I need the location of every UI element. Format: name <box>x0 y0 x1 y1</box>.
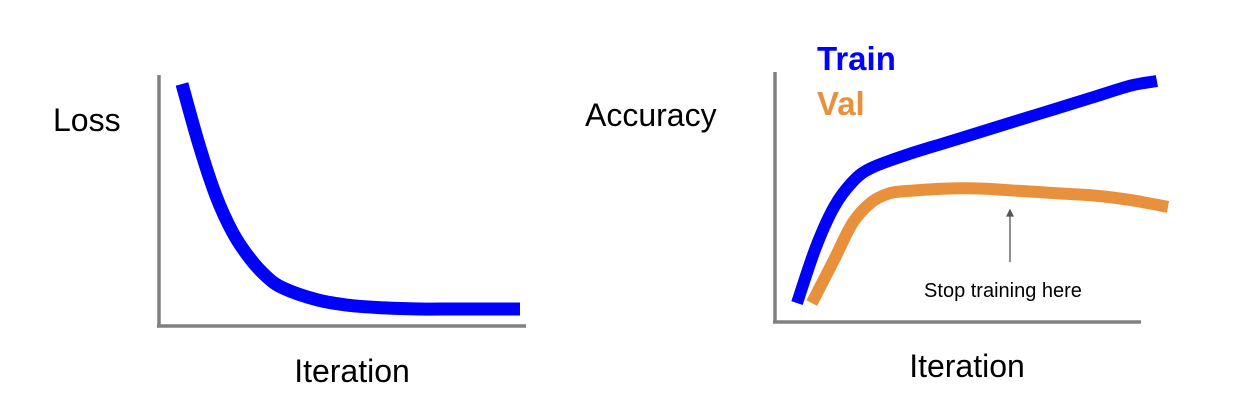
legend-val-label: Val <box>817 85 865 122</box>
loss-x-axis-label: Iteration <box>294 353 410 389</box>
accuracy-y-axis-label: Accuracy <box>585 97 717 133</box>
train-series-line <box>791 75 1158 306</box>
legend-train-label: Train <box>817 40 896 77</box>
val-series-line <box>806 182 1170 306</box>
annotation-arrow-head <box>1006 208 1014 217</box>
stop-training-annotation: Stop training here <box>924 208 1082 302</box>
loss-chart: Loss Iteration <box>53 75 526 389</box>
annotation-text: Stop training here <box>924 280 1082 302</box>
loss-y-axis-label: Loss <box>53 102 121 138</box>
accuracy-x-axis-label: Iteration <box>909 348 1025 384</box>
loss-series-line <box>175 82 520 316</box>
accuracy-chart: Accuracy Iteration Train Val Stop traini… <box>585 40 1170 384</box>
